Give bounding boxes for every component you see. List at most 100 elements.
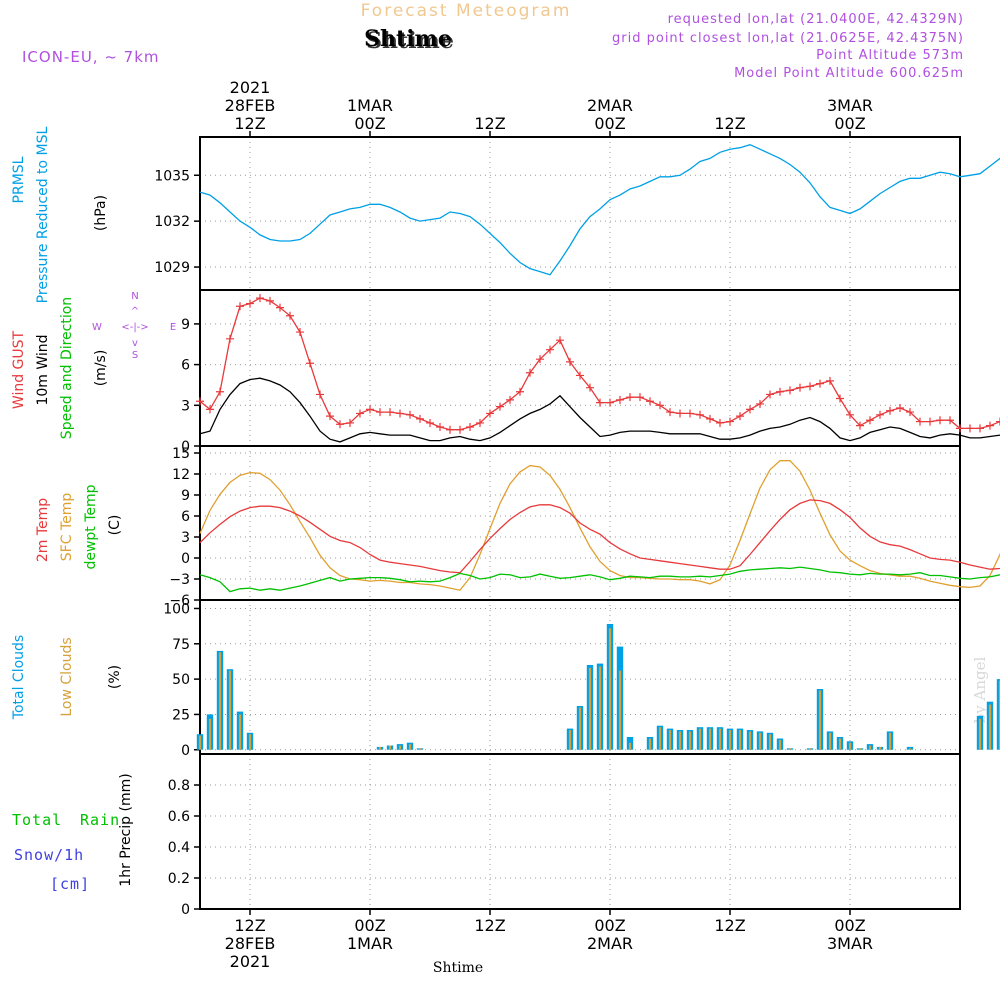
y-tick-label: −3 — [169, 572, 190, 588]
compass-icon: N S W E <-|-> ^ v — [92, 291, 176, 361]
wind-gust-point — [326, 412, 334, 421]
wind-gust-point — [566, 357, 574, 366]
wind-gust-point — [766, 390, 774, 399]
wind-gust-point — [366, 405, 374, 414]
y-tick-label: −6 — [169, 593, 190, 609]
low-clouds-label: Low Clouds — [59, 637, 75, 716]
wind-gust-point — [236, 302, 244, 311]
wind-gust-point — [646, 397, 654, 406]
x-label-top: 3MAR — [827, 96, 873, 115]
wind-gust-point — [796, 383, 804, 392]
wind-gust-point — [296, 328, 304, 337]
sfc-label: SFC Temp — [59, 493, 75, 562]
x-label-top: 00Z — [354, 114, 385, 133]
wind-gust-point — [336, 420, 344, 429]
y-tick-label: 3 — [181, 398, 190, 414]
point-altitude: Point Altitude 573m — [816, 48, 964, 63]
total-clouds-label: Total Clouds — [11, 635, 27, 720]
wind-gust-point — [356, 409, 364, 418]
y-tick-label: 0 — [181, 902, 190, 918]
y-tick-label: 12 — [172, 467, 190, 483]
wind-gust-point — [316, 390, 324, 399]
wind-gust-line — [199, 297, 1000, 431]
wind-gust-point — [586, 383, 594, 392]
location-title-shadow: Shtime — [366, 28, 454, 54]
wind-gust-point — [506, 395, 514, 404]
wind-gust-point — [226, 334, 234, 343]
wind-gust-point — [216, 387, 224, 396]
y-tick-label: 6 — [181, 358, 190, 374]
pressure-label: Pressure Reduced to MSL — [35, 126, 51, 303]
wind-gust-point — [906, 408, 914, 417]
wind-gust-point — [266, 296, 274, 305]
y-tick-label: 15 — [172, 446, 190, 462]
wind-gust-point — [436, 423, 444, 432]
wind-gust-point — [396, 409, 404, 418]
wind-gust-point — [676, 409, 684, 418]
wind-gust-point — [986, 421, 994, 430]
total-cloud-bar — [996, 679, 1000, 750]
low-cloud-bar — [888, 732, 892, 750]
requested-coords: requested lon,lat (21.0400E, 42.4329N) — [668, 12, 964, 27]
y-tick-label: 3 — [181, 530, 190, 546]
wind-gust-point — [776, 387, 784, 396]
model-label: ICON-EU, ~ 7km — [22, 48, 160, 66]
low-cloud-bar — [578, 707, 582, 750]
wind-gust-point — [536, 355, 544, 364]
grid-coords: grid point closest lon,lat (21.0625E, 42… — [612, 31, 964, 46]
wind-gust-point — [866, 416, 874, 425]
x-label-top: 00Z — [834, 114, 865, 133]
wind-gust-point — [306, 359, 314, 368]
low-cloud-bar — [608, 628, 612, 750]
rain-label: Rain — [80, 811, 120, 829]
y-tick-label: 0.8 — [168, 778, 190, 794]
x-label-bottom: 2021 — [230, 952, 271, 971]
y-tick-label: 9 — [181, 488, 190, 504]
wind-gust-point — [476, 418, 484, 427]
y-tick-label: 50 — [172, 672, 190, 688]
low-cloud-bar — [828, 732, 832, 750]
wind-gust-point — [456, 425, 464, 434]
compass-e: E — [170, 322, 176, 333]
low-cloud-bar — [818, 690, 822, 750]
wind-gust-point — [486, 409, 494, 418]
low-cloud-bar — [778, 739, 782, 750]
low-cloud-bar — [858, 748, 862, 750]
wind-gust-point — [346, 418, 354, 427]
low-cloud-bar — [648, 738, 652, 750]
wind-gust-point — [656, 401, 664, 410]
temp-unit: (C) — [107, 515, 123, 536]
low-cloud-bar — [668, 730, 672, 750]
wind-gust-point — [926, 417, 934, 426]
location-title: Shtime — [364, 26, 452, 52]
low-cloud-bar — [588, 667, 592, 750]
wind-gust-point — [826, 376, 834, 385]
low-cloud-bar — [748, 731, 752, 750]
y-tick-label: 9 — [181, 317, 190, 333]
wind-gust-point — [716, 418, 724, 427]
t2m-line — [199, 499, 1000, 574]
wind-gust-point — [836, 394, 844, 403]
wind-gust-point — [406, 410, 414, 419]
compass-mid: <-|-> — [121, 322, 148, 333]
low-cloud-bar — [848, 742, 852, 750]
wind-gust-point — [576, 371, 584, 380]
t2m-label: 2m Temp — [35, 498, 51, 562]
y-tick-label: 1029 — [154, 260, 190, 276]
wind-unit: (m/s) — [93, 350, 109, 387]
wind-gust-point — [246, 299, 254, 308]
x-label-top: 12Z — [474, 114, 505, 133]
wind-gust-point — [546, 345, 554, 354]
compass-n: N — [131, 291, 138, 302]
low-cloud-bar — [808, 748, 812, 750]
x-label-bottom: 00Z — [594, 916, 625, 935]
low-cloud-bar — [688, 731, 692, 750]
x-label-top: 2MAR — [587, 96, 633, 115]
x-label-top: 00Z — [594, 114, 625, 133]
low-cloud-bar — [658, 727, 662, 750]
wind-gust-point — [706, 414, 714, 423]
compass-w: W — [92, 322, 102, 333]
wind-gust-point — [846, 410, 854, 419]
low-cloud-bar — [998, 680, 1000, 750]
low-cloud-bar — [238, 714, 242, 750]
